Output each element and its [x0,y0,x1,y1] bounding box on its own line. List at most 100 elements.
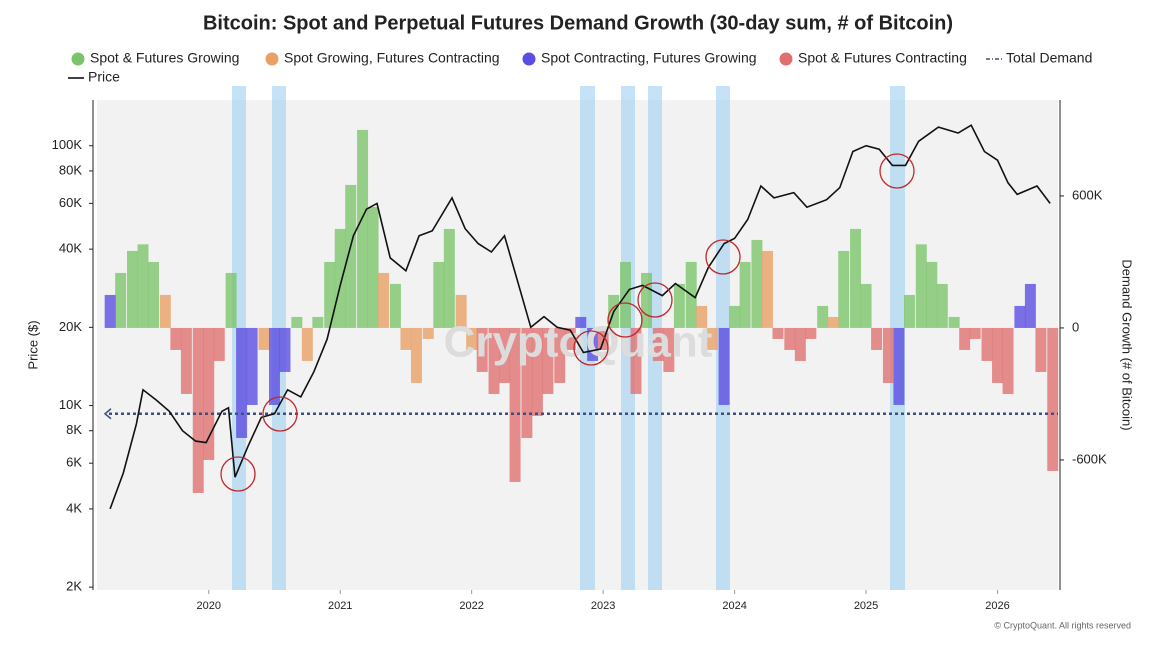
legend-label: Spot & Futures Contracting [798,50,967,66]
demand-bar [236,327,248,438]
demand-bar [422,327,434,339]
footer: © CryptoQuant. All rights reserved [994,620,1131,630]
demand-bar [389,283,401,328]
demand-bar [378,272,390,328]
y-tick-label: 8K [66,422,82,437]
demand-bar [597,327,609,350]
demand-bar [706,327,718,350]
demand-bar [739,261,751,328]
y2-tick-label: 0 [1072,319,1079,334]
demand-bar [751,239,763,328]
chart-title: Bitcoin: Spot and Perpetual Futures Dema… [203,12,953,34]
y2-tick-label: 600K [1072,187,1103,202]
demand-bar [301,327,313,361]
legend-swatch [71,52,85,66]
circle [262,396,298,432]
y-tick-label: 2K [66,579,82,594]
demand-bar [357,129,369,328]
demand-bar [268,327,280,405]
demand-bar [159,294,171,328]
demand-bar [882,327,894,383]
demand-bar [476,327,488,372]
legend-label: Total Demand [1006,50,1092,66]
demand-bar [696,305,708,328]
demand-bar [969,327,981,339]
demand-bar [104,294,116,328]
demand-bar [509,327,521,482]
circle [573,330,609,366]
x-tick-label: 2022 [459,600,483,612]
demand-bar [948,316,960,328]
demand-bar [915,244,927,328]
demand-bar [433,261,445,328]
demand-bar [860,283,872,328]
legend-swatch [779,52,793,66]
demand-bar [466,327,478,350]
circle [607,302,643,338]
circle [220,456,256,492]
price-line [109,124,1051,510]
y-tick-label: 6K [66,455,82,470]
demand-bar [137,244,149,328]
demand-bar [587,327,599,361]
demand-bar [246,327,258,405]
legend-label: Spot & Futures Growing [90,50,239,66]
demand-bar [455,294,467,328]
highlight-band [621,86,635,590]
demand-bar [673,283,685,328]
demand-bar [213,327,225,361]
demand-bar [959,327,971,350]
demand-bar [850,228,862,328]
legend-label: Spot Contracting, Futures Growing [541,50,757,66]
x-tick-label: 2020 [197,600,221,612]
demand-bar [225,272,237,328]
demand-bar [127,250,138,328]
x-tick-label: 2024 [722,600,746,612]
y-tick-label: 80K [59,162,82,177]
legend-label: Price [88,69,120,85]
y2-axis-label: Demand Growth (# of Bitcoin) [1120,259,1135,430]
demand-bar [564,327,576,350]
x-tick-label: 2026 [985,600,1009,612]
circle [705,239,741,275]
demand-bar [729,305,741,328]
demand-bar [279,327,291,372]
annotation-circles [220,153,915,492]
demand-bar [334,228,346,328]
demand-bar [718,327,730,405]
demand-bar [499,327,511,383]
demand-bar [805,327,817,339]
demand-bar [367,206,379,328]
demand-bar [663,327,675,372]
demand-bar [170,327,182,350]
y-tick-label: 20K [59,319,82,334]
demand-bar [630,327,642,394]
demand-bar [784,327,796,350]
demand-bar [400,327,412,350]
y-tick-label: 40K [59,241,82,256]
demand-bar [893,327,905,405]
demand-bar [180,327,192,394]
circle [879,153,915,189]
demand-bar [258,327,270,350]
demand-bar [981,327,993,361]
legend-swatch [522,52,536,66]
circle [637,282,673,318]
demand-bar [827,316,839,328]
y-tick-label: 10K [59,397,82,412]
demand-bar [488,327,500,394]
highlight-bands [232,86,905,590]
demand-bar [772,327,784,339]
demand-bar [542,327,554,394]
demand-bar [838,250,850,328]
demand-bar [324,261,336,328]
demand-bar [443,228,455,328]
demand-bar [1035,327,1047,372]
demand-bar [936,283,948,328]
demand-bar [1024,283,1036,328]
demand-bar [652,327,664,361]
y-axis-label: Price ($) [25,320,40,369]
demand-bar [817,305,829,328]
demand-bar [192,327,204,493]
